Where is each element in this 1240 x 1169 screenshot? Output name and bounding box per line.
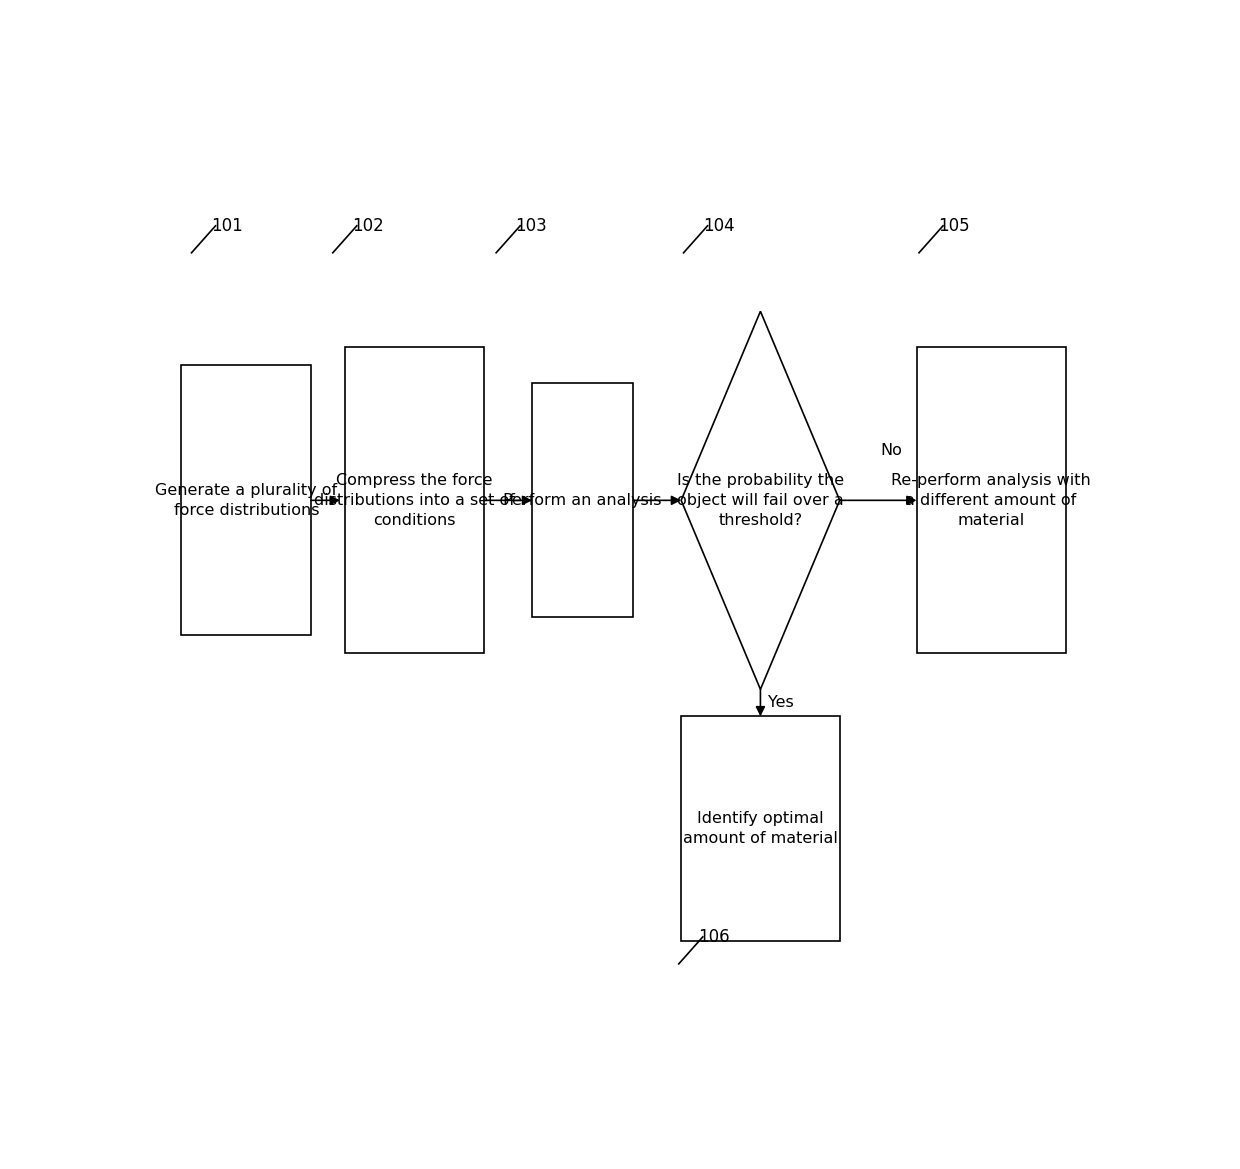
Text: 101: 101 (211, 216, 243, 235)
Text: 102: 102 (352, 216, 383, 235)
Text: 105: 105 (939, 216, 970, 235)
Bar (681, 717, 839, 941)
Text: Identify optimal
amount of material: Identify optimal amount of material (683, 811, 838, 846)
Text: Yes: Yes (768, 696, 794, 711)
Bar (345, 347, 484, 653)
Text: Re-perform analysis with
a different amount of
material: Re-perform analysis with a different amo… (892, 473, 1091, 527)
Text: 103: 103 (516, 216, 547, 235)
Polygon shape (681, 311, 839, 690)
Text: Generate a plurality of
force distributions: Generate a plurality of force distributi… (155, 483, 337, 518)
Text: 106: 106 (698, 928, 729, 946)
Bar (532, 383, 634, 617)
Text: Is the probability the
object will fail over a
threshold?: Is the probability the object will fail … (677, 473, 844, 527)
Text: No: No (880, 443, 903, 458)
Text: 104: 104 (703, 216, 734, 235)
Text: Compress the force
distributions into a set of
conditions: Compress the force distributions into a … (314, 473, 515, 527)
Text: Perform an analysis: Perform an analysis (503, 493, 662, 507)
Bar (916, 347, 1065, 653)
Bar (181, 365, 311, 636)
